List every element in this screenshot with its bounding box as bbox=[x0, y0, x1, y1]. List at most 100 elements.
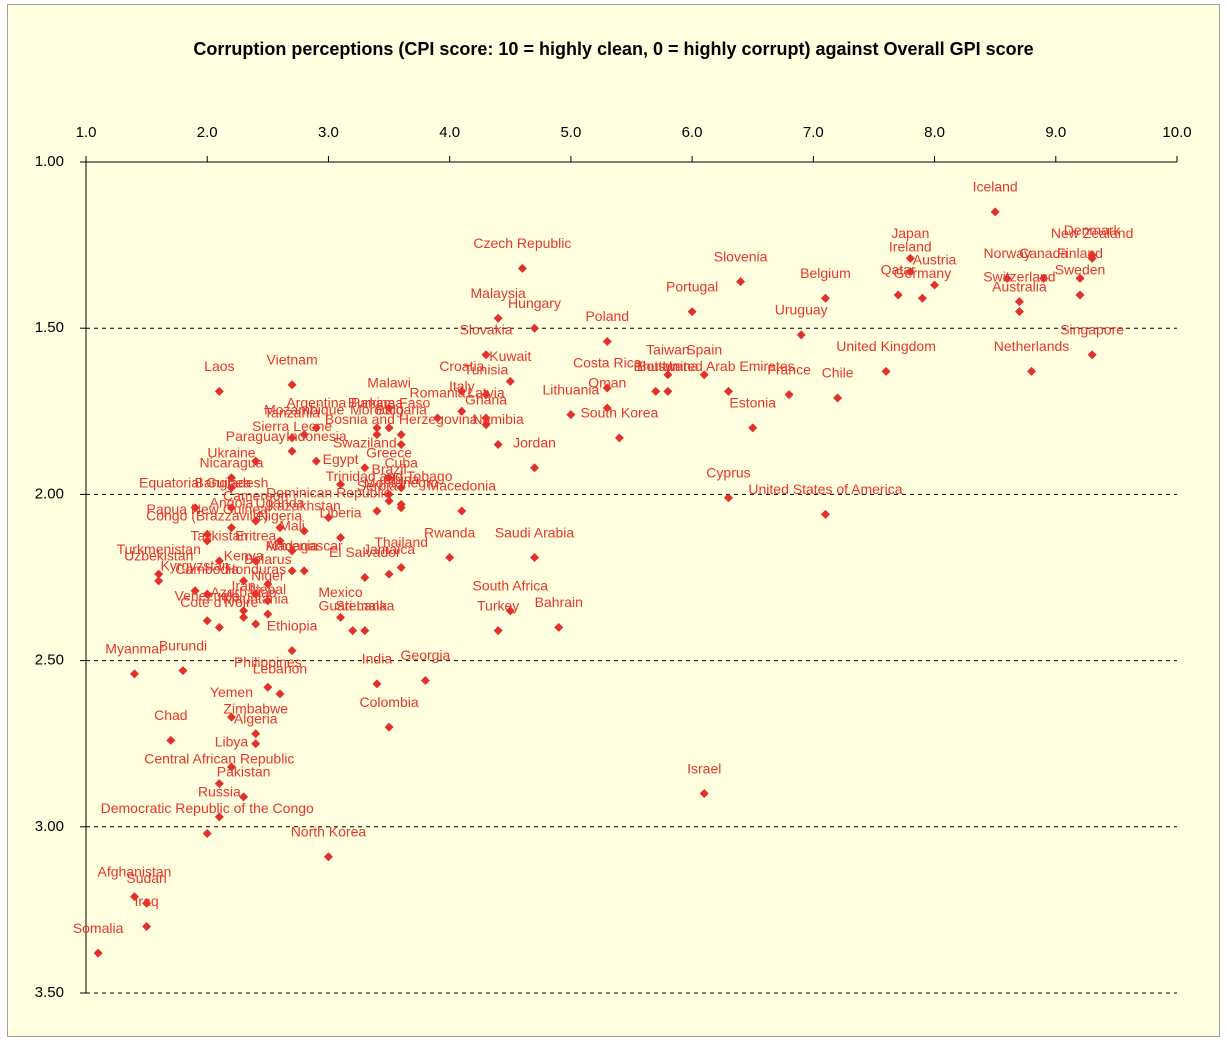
point-label: Morocco bbox=[350, 401, 404, 417]
point bbox=[251, 729, 261, 739]
point-label: Botswana bbox=[637, 358, 699, 374]
point bbox=[505, 606, 515, 616]
point-label: Tanzania bbox=[264, 405, 320, 421]
point bbox=[214, 556, 224, 566]
x-tick-label: 6.0 bbox=[682, 124, 703, 141]
point bbox=[275, 523, 285, 533]
point bbox=[372, 430, 382, 440]
point bbox=[166, 735, 176, 745]
point-label: Switzerland bbox=[983, 268, 1055, 284]
y-tick-label: 2.50 bbox=[35, 652, 64, 669]
point bbox=[481, 390, 491, 400]
x-tick-label: 4.0 bbox=[439, 124, 460, 141]
point bbox=[226, 523, 236, 533]
point bbox=[263, 596, 273, 606]
x-tick-label: 10.0 bbox=[1162, 124, 1191, 141]
point-label: Algeria bbox=[234, 710, 278, 726]
point bbox=[384, 473, 394, 483]
point bbox=[917, 293, 927, 303]
point-label: Uruguay bbox=[775, 302, 828, 318]
point-label: United Arab Emirates bbox=[662, 358, 794, 374]
point bbox=[602, 403, 612, 413]
point bbox=[190, 503, 200, 513]
point-label: Indonesia bbox=[286, 428, 347, 444]
point bbox=[311, 423, 321, 433]
x-tick-label: 2.0 bbox=[197, 124, 218, 141]
point bbox=[226, 762, 236, 772]
point bbox=[154, 576, 164, 586]
point bbox=[517, 263, 527, 273]
point-label: Ireland bbox=[889, 238, 932, 254]
point-label: Cambodia bbox=[175, 561, 239, 577]
point-label: Swaziland bbox=[333, 435, 397, 451]
point bbox=[396, 483, 406, 493]
point bbox=[287, 433, 297, 443]
point bbox=[663, 370, 673, 380]
point-label: Venezuela bbox=[175, 587, 241, 603]
point bbox=[214, 386, 224, 396]
point bbox=[384, 489, 394, 499]
point bbox=[784, 390, 794, 400]
point-label: Croatia bbox=[439, 358, 484, 374]
point bbox=[905, 267, 915, 277]
point bbox=[360, 573, 370, 582]
point-label: Lithuania bbox=[542, 381, 599, 397]
point-label: Paraguay bbox=[226, 428, 286, 444]
point bbox=[457, 386, 467, 396]
point-label: Zimbabwe bbox=[223, 700, 288, 716]
point-label: Czech Republic bbox=[473, 235, 571, 251]
point-label: Cote d'Ivoire bbox=[180, 594, 258, 610]
point bbox=[214, 812, 224, 822]
point-label: Tajikistan bbox=[191, 528, 249, 544]
chart-frame bbox=[7, 4, 1220, 1037]
point-label: Bahrain bbox=[535, 594, 583, 610]
point bbox=[687, 307, 697, 317]
point bbox=[493, 626, 503, 636]
point bbox=[396, 440, 406, 450]
point-label: South Africa bbox=[473, 577, 549, 593]
point-label: Mexico bbox=[318, 584, 363, 600]
point bbox=[275, 536, 285, 546]
point-label: Chile bbox=[822, 365, 854, 381]
point bbox=[360, 463, 370, 473]
point bbox=[457, 506, 467, 516]
point bbox=[566, 410, 576, 420]
point-label: Mozambique bbox=[264, 401, 344, 417]
point-label: Malawi bbox=[367, 375, 411, 391]
point bbox=[372, 506, 382, 516]
point bbox=[1087, 350, 1097, 360]
y-tick-label: 1.50 bbox=[35, 319, 64, 336]
point-label: Denmark bbox=[1064, 222, 1122, 238]
point-label: Latvia bbox=[467, 385, 505, 401]
point-label: Rwanda bbox=[424, 524, 476, 540]
point bbox=[396, 430, 406, 440]
point-label: Bhutan bbox=[634, 358, 678, 374]
point-label: Uzbekistan bbox=[124, 548, 193, 564]
point-label: Bangladesh bbox=[194, 474, 268, 490]
point-label: Sudan bbox=[126, 870, 166, 886]
point-label: Belarus bbox=[244, 551, 291, 567]
point-label: Somalia bbox=[73, 920, 124, 936]
point bbox=[360, 626, 370, 636]
point-label: Angola bbox=[210, 494, 254, 510]
point-label: Ghana bbox=[465, 391, 507, 407]
point-label: Yemen bbox=[210, 684, 253, 700]
point-label: Saudi Arabia bbox=[495, 524, 575, 540]
y-tick-label: 2.00 bbox=[35, 485, 64, 502]
point-label: Qatar bbox=[881, 262, 916, 278]
x-tick-label: 1.0 bbox=[76, 124, 97, 141]
point-label: Portugal bbox=[666, 278, 718, 294]
point-label: Ethiopia bbox=[267, 617, 318, 633]
point-label: Libya bbox=[215, 734, 249, 750]
point bbox=[239, 576, 249, 586]
point-label: Nigeria bbox=[258, 508, 303, 524]
point-label: Honduras bbox=[225, 561, 286, 577]
point-label: Japan bbox=[891, 225, 929, 241]
point bbox=[299, 526, 309, 536]
point bbox=[323, 852, 333, 862]
point bbox=[481, 350, 491, 360]
point bbox=[1014, 307, 1024, 317]
point-label: Myanmar bbox=[105, 641, 164, 657]
chart-title: Corruption perceptions (CPI score: 10 = … bbox=[193, 39, 1034, 59]
point bbox=[178, 666, 188, 676]
